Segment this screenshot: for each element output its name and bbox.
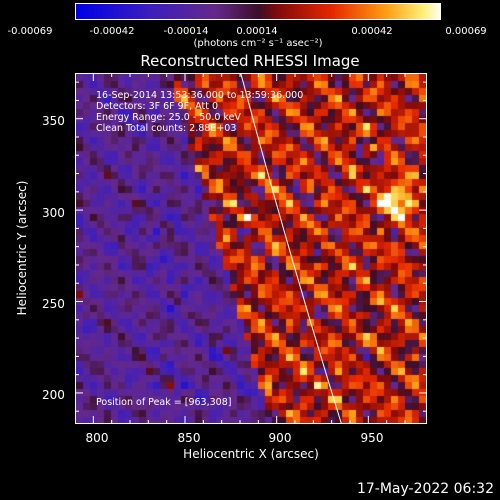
y-tick-label: 200 — [42, 388, 65, 402]
heatmap-image — [76, 74, 426, 423]
time-range-annotation: 16-Sep-2014 13:53:36.000 to 13:59:36.000 — [96, 90, 304, 101]
y-tick-label: 350 — [42, 114, 65, 128]
colorbar-units: (photons cm⁻² s⁻¹ asec⁻²) — [193, 38, 323, 49]
energy-range-annotation: Energy Range: 25.0 - 50.0 keV — [96, 112, 241, 123]
peak-position-annotation: Position of Peak = [963,308] — [96, 397, 232, 408]
x-axis-label: Heliocentric X (arcsec) — [183, 447, 319, 461]
x-tick-label: 900 — [268, 431, 292, 445]
method-counts-annotation: Clean Total counts: 2.88E+03 — [96, 123, 237, 134]
x-tick-label: 850 — [177, 431, 201, 445]
footer-timestamp: 17-May-2022 06:32 — [356, 481, 494, 497]
heatmap-plot-area: 16-Sep-2014 13:53:36.000 to 13:59:36.000… — [75, 73, 427, 424]
colorbar-tick-label: 0.00014 — [236, 26, 278, 37]
colorbar-tick-label: -0.00014 — [163, 26, 209, 37]
colorbar-tick-label: 0.00042 — [351, 26, 393, 37]
y-tick-label: 250 — [42, 297, 65, 311]
y-axis-label: Heliocentric Y (arcsec) — [15, 180, 29, 316]
chart-title: Reconstructed RHESSI Image — [140, 52, 360, 70]
colorbar — [75, 3, 441, 20]
solar-limb-overlay — [240, 74, 342, 423]
detectors-annotation: Detectors: 3F 6F 9F, Att 0 — [96, 101, 219, 112]
colorbar-tick-label: 0.00069 — [445, 26, 487, 37]
colorbar-gradient — [76, 4, 440, 19]
colorbar-tick-label: -0.00069 — [7, 26, 53, 37]
colorbar-tick-label: -0.00042 — [89, 26, 135, 37]
x-tick-label: 950 — [360, 431, 384, 445]
y-tick-label: 300 — [42, 206, 65, 220]
x-tick-label: 800 — [85, 431, 109, 445]
solar-limb-line — [240, 74, 342, 423]
